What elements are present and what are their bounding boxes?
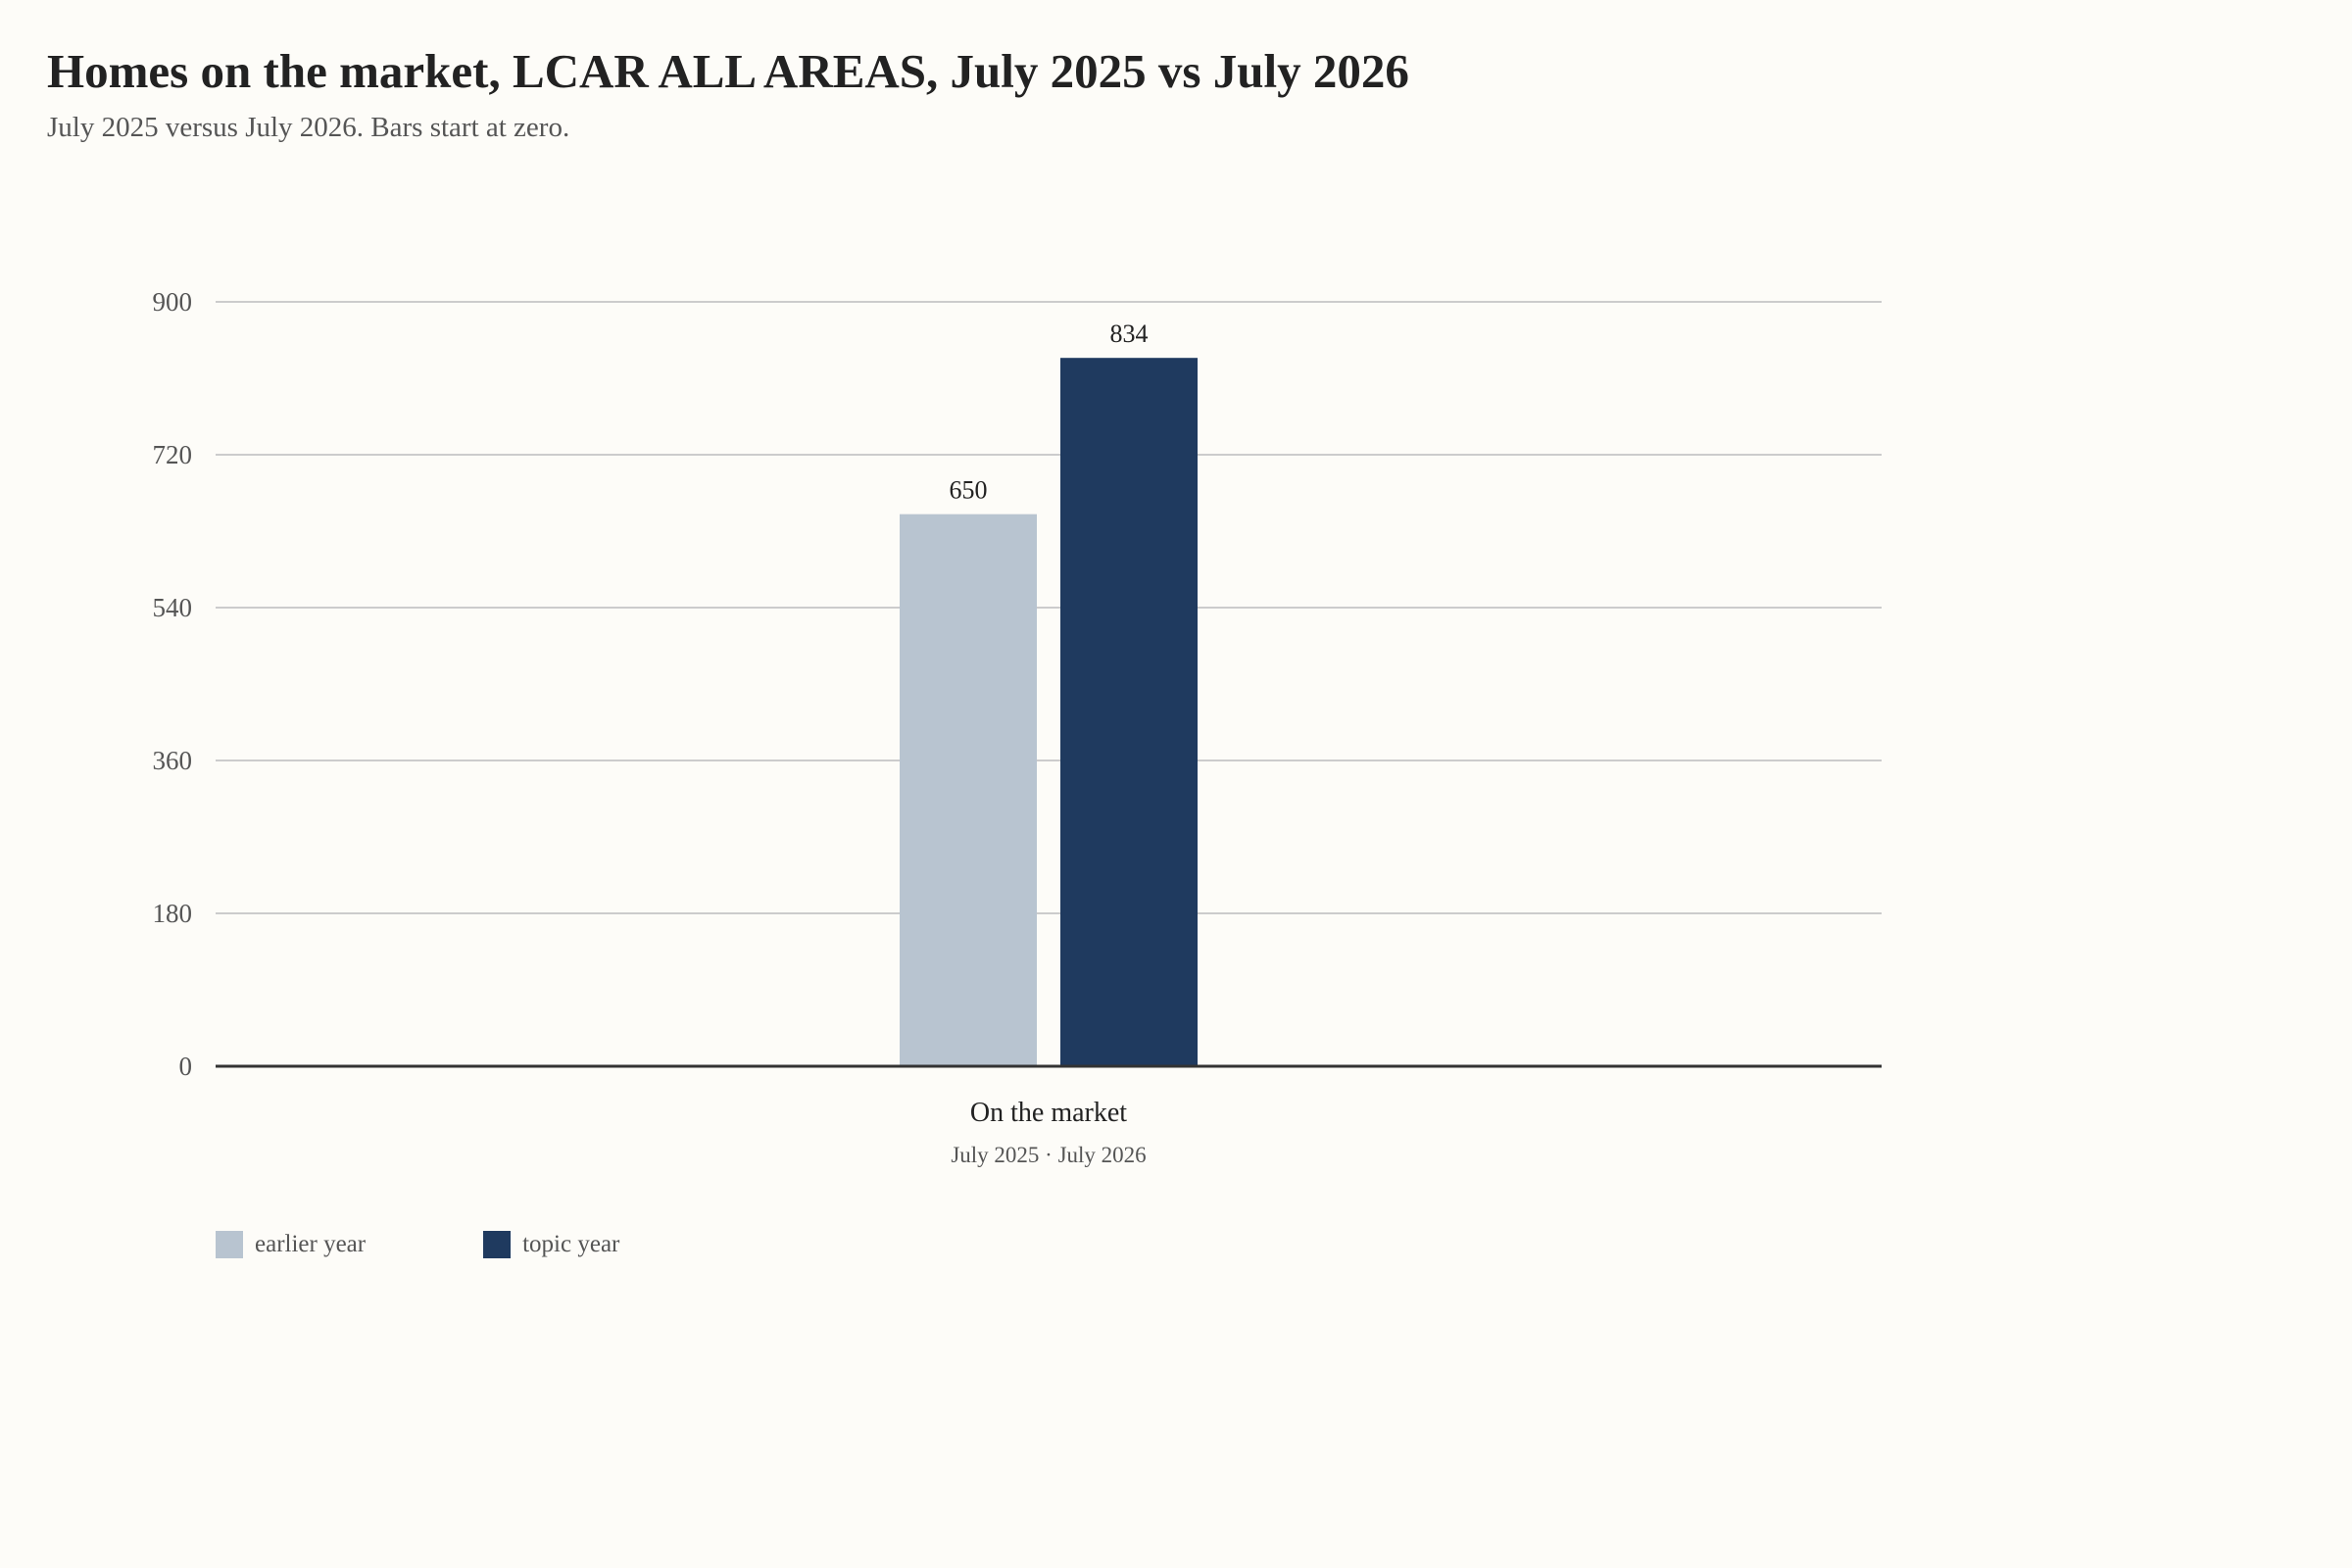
chart-title: Homes on the market, LCAR ALL AREAS, Jul… xyxy=(47,44,1409,98)
y-tick-label: 0 xyxy=(179,1052,193,1081)
y-tick-label: 720 xyxy=(153,440,193,469)
legend-swatch-earlier-year xyxy=(216,1231,243,1258)
legend-label-topic-year: topic year xyxy=(522,1231,620,1257)
x-category-label: On the market xyxy=(970,1098,1127,1128)
y-tick-label: 360 xyxy=(153,746,193,775)
legend-item-earlier-year: earlier year xyxy=(216,1231,366,1258)
legend-label-earlier-year: earlier year xyxy=(255,1231,367,1257)
y-tick-label: 900 xyxy=(153,287,193,317)
x-category-sublabel: July 2025 · July 2026 xyxy=(951,1143,1146,1167)
y-tick-label: 180 xyxy=(153,899,193,928)
bar-earlier-year xyxy=(900,514,1037,1066)
bar-topic-year xyxy=(1060,358,1198,1066)
legend-item-topic-year: topic year xyxy=(483,1231,619,1258)
bar-chart: 0 180 360 540 720 900 650 834 On the market July … xyxy=(153,287,1882,1167)
y-tick-label: 540 xyxy=(153,593,193,622)
legend-swatch-topic-year xyxy=(483,1231,512,1258)
data-label: 834 xyxy=(1110,319,1149,348)
data-label: 650 xyxy=(950,476,988,505)
chart-subtitle: July 2025 versus July 2026. Bars start a… xyxy=(47,112,570,143)
legend: earlier year topic year xyxy=(216,1231,737,1258)
